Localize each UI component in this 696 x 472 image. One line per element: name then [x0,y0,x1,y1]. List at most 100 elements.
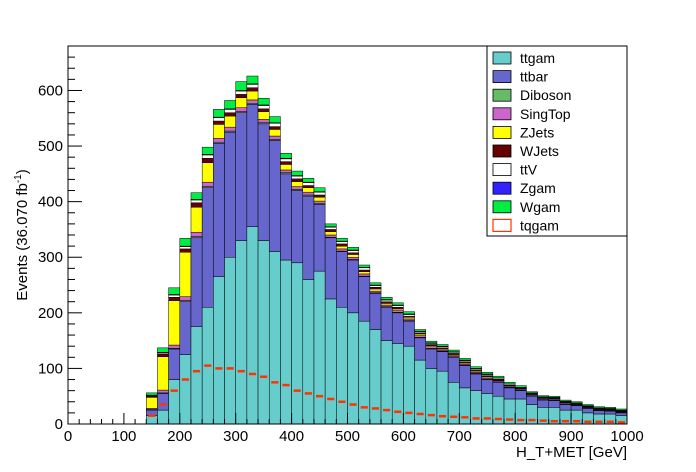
legend-label-ZJets: ZJets [520,124,554,140]
bar-ttgam [369,329,382,425]
bar-ttbar [436,351,449,372]
x-tick-label: 400 [279,428,304,445]
bar-ttV [224,109,236,113]
legend-label-SingTop: SingTop [520,106,571,122]
signal-markers [148,364,625,424]
bar-SingTop [257,119,270,123]
bar-Wgam [146,392,158,396]
legend-label-ttgam: ttgam [520,50,555,66]
bar-ttgam [213,276,225,425]
bar-Wgam [414,329,427,332]
bar-ttbar [358,276,371,322]
bar-Wgam [179,238,192,247]
bar-ttgam [324,298,337,425]
bar-SingTop [302,191,315,196]
bar-ttV [235,90,248,95]
bar-WJets [291,178,304,182]
bar-ttgam [224,256,236,425]
bar-ttbar [526,395,538,405]
bar-SingTop [201,181,214,187]
bar-ttbar [190,237,203,327]
bar-ttbar [425,348,438,369]
bar-ttbar [548,400,561,408]
bar-ZJets [235,97,248,108]
bar-Wgam [436,344,449,347]
bar-ZJets [179,251,192,297]
x-tick-label: 900 [559,428,584,445]
bar-Wgam [425,340,438,344]
axes: 0 100 200 300 400 500 600 700 800 900 1000 0 100 200 3… [38,45,644,445]
legend-swatch-Wgam [492,200,512,214]
bar-Wgam [570,401,583,404]
legend-swatch-Zgam [492,181,512,195]
bar-WJets [201,158,214,163]
bar-ZJets [190,206,203,233]
bar-ttbar [157,393,169,411]
bar-ttbar [615,412,628,416]
bar-SingTop [391,310,404,313]
bar-Wgam [190,192,203,200]
bar-SingTop [313,200,326,204]
bar-ttV [213,117,225,122]
bar-Wgam [559,399,572,402]
legend-label-Wgam: Wgam [520,199,560,215]
bar-ttbar [537,399,549,408]
bar-ttbar [313,204,326,272]
bar-ZJets [257,111,270,120]
bar-Wgam [526,391,538,394]
bar-Wgam [257,98,270,106]
bar-SingTop [224,126,236,132]
bar-Wgam [459,358,471,361]
bar-ttV [168,294,181,298]
bar-Wgam [470,366,482,369]
bar-Wgam [235,81,248,91]
bar-SingTop [336,248,348,252]
bar-ttV [190,199,203,204]
bar-WJets [302,185,315,189]
y-axis-label: Events (36.070 fb-1) [13,169,31,300]
bar-Wgam [336,238,348,242]
bar-Wgam [380,297,393,300]
bar-ttgam [302,279,315,425]
legend-swatch-ttgam [492,51,512,65]
bar-SingTop [369,290,382,294]
bar-ttbar [582,408,594,414]
bar-SingTop [213,138,225,143]
bar-ZJets [313,196,326,202]
bar-ttV [347,250,359,254]
bar-SingTop [280,169,292,173]
bar-ttbar [604,410,617,415]
x-tick-label: 600 [391,428,416,445]
bar-ZJets [157,356,169,391]
bar-ZJets [369,288,382,292]
bar-Wgam [548,395,561,398]
bar-ttgam [157,409,169,425]
bar-ZJets [268,129,281,137]
x-tick-label: 800 [503,428,528,445]
bar-ttgam [235,240,248,425]
bar-ttbar [369,293,382,330]
bar-ttV [403,314,415,317]
bar-ttgam [380,340,393,425]
bar-ttV [302,182,315,186]
bar-ttgam [336,307,348,425]
bar-ttbar [391,312,404,344]
bar-ZJets [380,303,393,306]
bar-WJets [179,248,192,253]
bar-ZJets [336,245,348,250]
legend-swatch-SingTop [492,107,512,121]
bar-ttV [336,241,348,245]
bar-ttV [179,246,192,250]
bar-SingTop [403,318,415,321]
bar-Wgam [391,302,404,306]
bar-ttbar [380,307,393,341]
bar-Wgam [246,75,259,85]
x-tick-label: 0 [64,428,72,445]
bar-ZJets [280,164,292,171]
bar-ttV [246,84,259,88]
bar-Wgam [168,287,181,295]
legend-swatch-ttV [492,163,512,177]
bar-Wgam [201,146,214,155]
bar-SingTop [425,346,438,349]
bar-ttgam [246,226,259,425]
